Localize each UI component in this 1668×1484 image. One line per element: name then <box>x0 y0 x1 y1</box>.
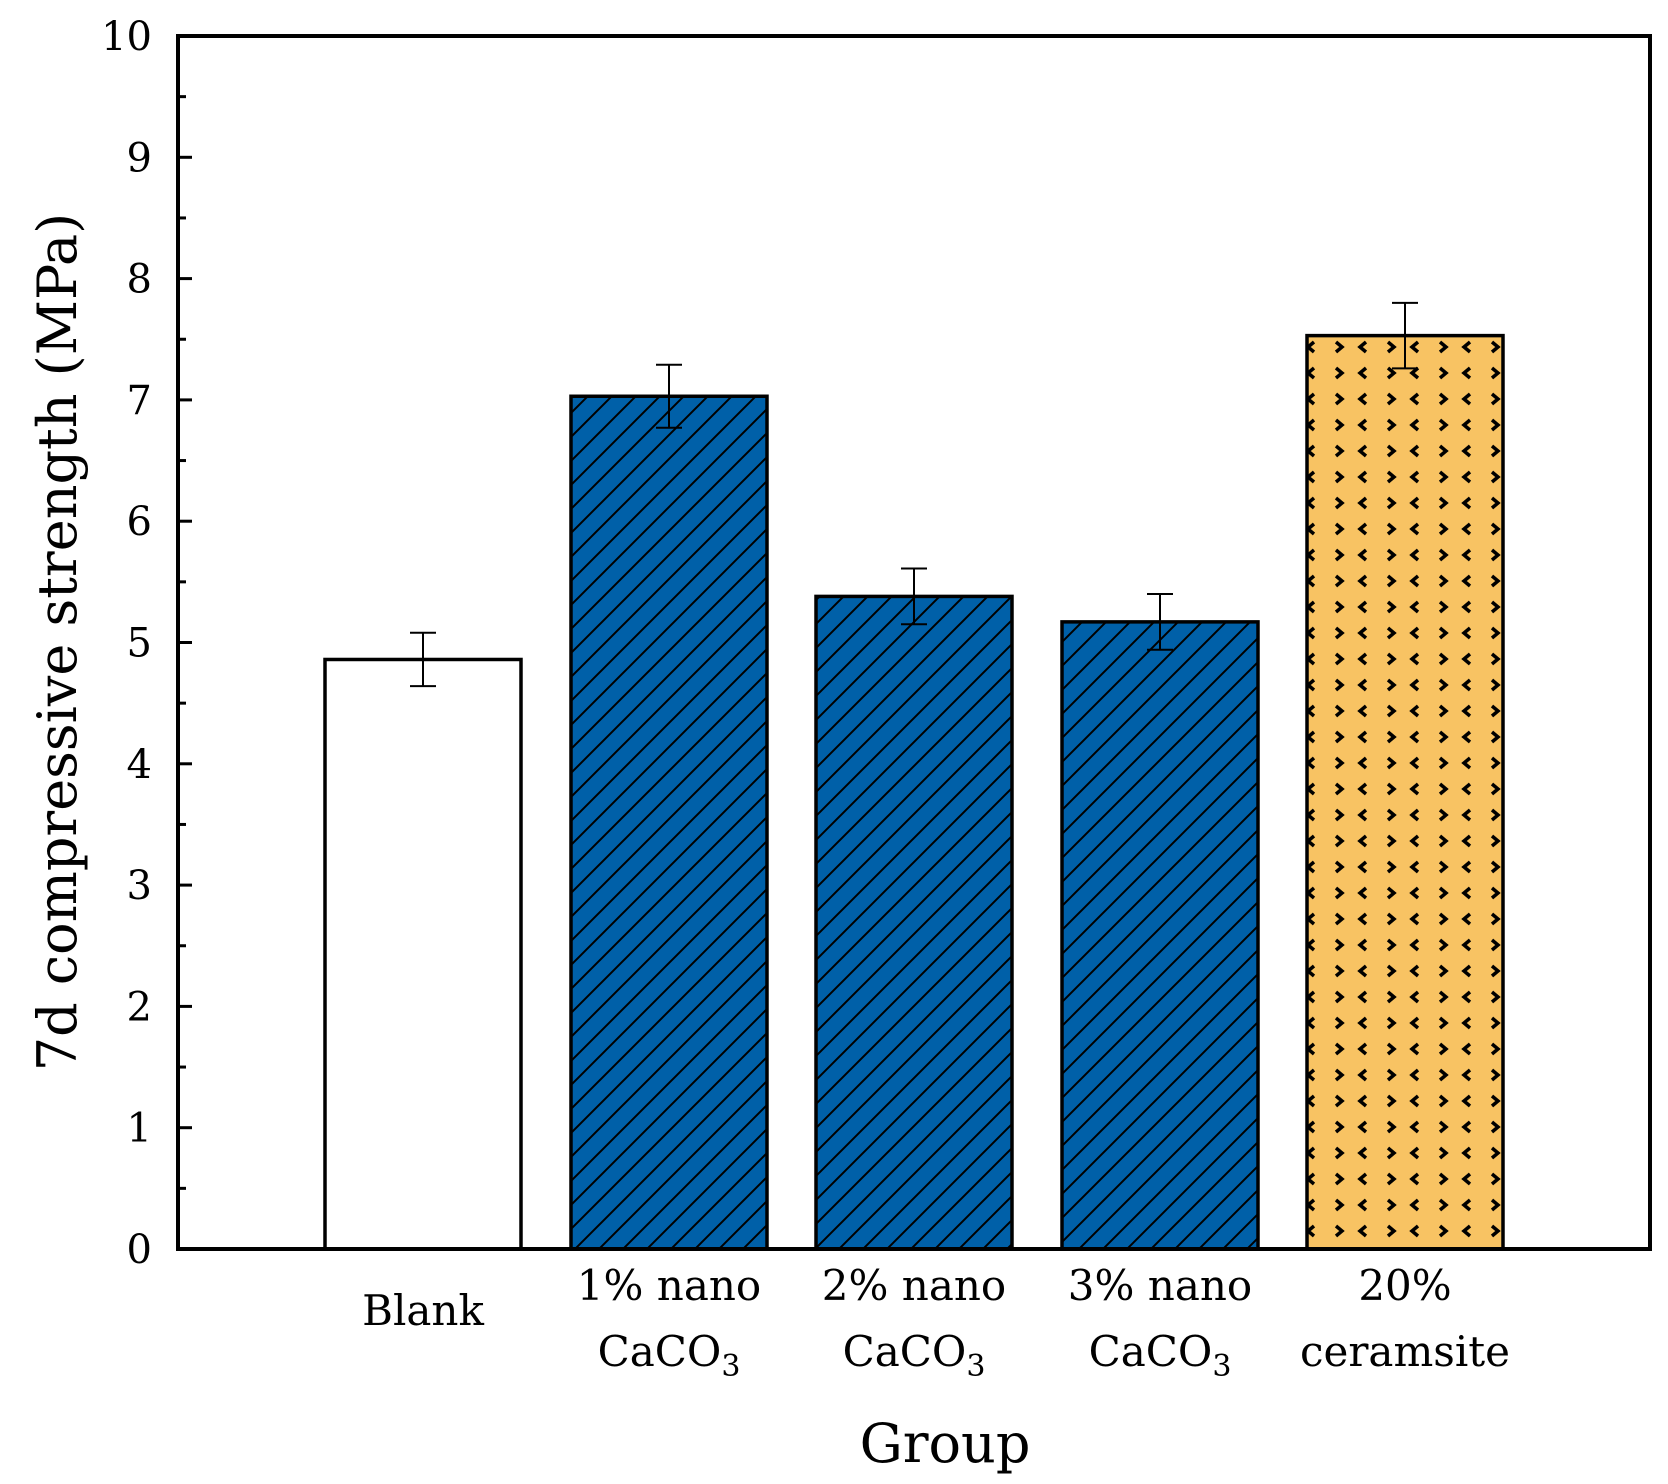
bar <box>323 657 523 1251</box>
x-category-label-line2: CaCO3 <box>1089 1327 1232 1384</box>
y-tick-label: 5 <box>127 621 152 667</box>
y-tick-label: 6 <box>127 499 152 545</box>
y-tick-label: 4 <box>127 742 152 788</box>
y-tick-label: 3 <box>127 863 152 909</box>
x-category-label-line1: 1% nano <box>577 1261 761 1310</box>
x-category-label-line2: CaCO3 <box>843 1327 986 1384</box>
y-tick-label: 10 <box>101 14 152 60</box>
y-tick-label: 0 <box>127 1227 152 1273</box>
bars-layer <box>323 301 1505 1251</box>
bar <box>814 594 1014 1251</box>
x-category-label-line1: 20% <box>1358 1261 1451 1310</box>
y-tick-label: 1 <box>127 1106 152 1152</box>
bar <box>1060 620 1260 1251</box>
y-tick-label: 8 <box>127 257 152 303</box>
y-axis-title: 7d compressive strength (MPa) <box>26 213 89 1071</box>
x-axis-category-labels: Blank 1% nano CaCO3 2% nano CaCO3 3% nano CaCO… <box>362 1261 1510 1384</box>
x-category-label-line2: CaCO3 <box>598 1327 741 1384</box>
plot-frame <box>176 34 1652 1251</box>
y-tick-label: 7 <box>127 378 152 424</box>
x-category-label-line1: 3% nano <box>1068 1261 1252 1310</box>
bar <box>1305 333 1505 1251</box>
bar <box>569 394 769 1251</box>
y-tick-label: 9 <box>127 135 152 181</box>
y-axis-ticks: 0 1 2 3 4 5 6 7 8 9 10 <box>101 14 192 1273</box>
y-tick-label: 2 <box>127 984 152 1030</box>
x-axis-title: Group <box>860 1412 1031 1475</box>
x-category-label: Blank <box>362 1286 484 1335</box>
x-category-label-line2: ceramsite <box>1300 1327 1510 1376</box>
x-category-label-line1: 2% nano <box>822 1261 1006 1310</box>
